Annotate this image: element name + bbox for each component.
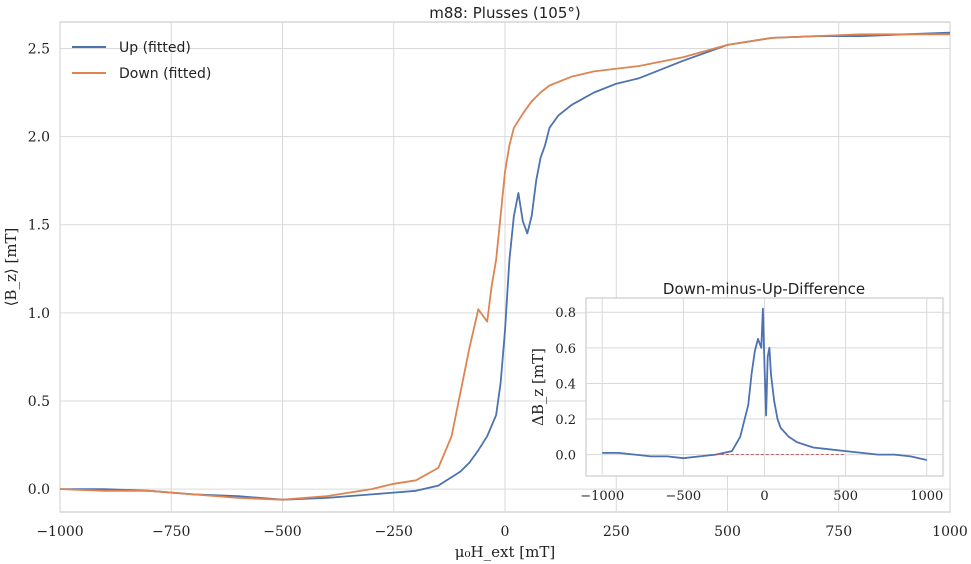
y-tick-label: 1.0 [28,306,50,322]
x-tick-label: 750 [825,524,852,540]
x-tick-label: 0 [760,489,768,504]
main-y-axis-label: ⟨B_z⟩ [mT] [2,228,20,307]
y-tick-label: 1.5 [28,218,50,234]
main-title: m88: Plusses (105°) [429,4,581,22]
x-tick-label: −1000 [580,489,624,504]
y-tick-label: 0.5 [28,394,50,410]
x-tick-label: 500 [833,489,858,504]
inset-y-axis-label: ΔB_z [mT] [529,348,547,426]
x-tick-label: 250 [603,524,630,540]
y-tick-label: 2.0 [28,130,50,146]
x-tick-label: 0 [501,524,510,540]
x-tick-label: 1000 [932,524,968,540]
legend-label-down: Down (fitted) [119,66,211,82]
main-x-ticks: −1000 −750 −500 −250 0 250 500 750 1000 [36,524,968,540]
x-tick-label: −1000 [36,524,83,540]
x-tick-label: −750 [152,524,190,540]
series-line-down-fitted [59,33,950,501]
inset-axes: −1000 −500 0 500 1000 0.0 0.2 0.4 0.6 0.8 Down-m… [529,280,944,504]
inset-y-ticks: 0.0 0.2 0.4 0.6 0.8 [555,306,576,463]
y-tick-label: 0.6 [555,342,576,357]
y-tick-label: 2.5 [28,41,50,57]
main-y-ticks: 0.0 0.5 1.0 1.5 2.0 2.5 [28,41,50,498]
main-axes: −1000 −750 −500 −250 0 250 500 750 1000 0.0 0.5 1.… [2,4,968,561]
inset-x-ticks: −1000 −500 0 500 1000 [580,489,943,504]
main-x-axis-label: μ₀H_ext [mT] [455,543,555,561]
y-tick-label: 0.8 [555,306,576,321]
x-tick-label: −500 [263,524,301,540]
x-tick-label: −500 [666,489,702,504]
legend: Up (fitted) Down (fitted) [72,40,211,82]
series-line-difference [602,307,927,461]
inset-series [602,307,927,461]
series-line-up-fitted [60,31,951,501]
y-tick-label: 0.0 [555,449,576,464]
y-tick-label: 0.2 [555,413,576,428]
x-tick-label: −250 [375,524,413,540]
main-series [59,31,951,501]
y-tick-label: 0.0 [28,482,50,498]
y-tick-label: 0.4 [555,377,576,392]
legend-label-up: Up (fitted) [119,40,191,56]
inset-title: Down-minus-Up-Difference [663,280,865,298]
x-tick-label: 500 [714,524,741,540]
x-tick-label: 1000 [910,489,943,504]
